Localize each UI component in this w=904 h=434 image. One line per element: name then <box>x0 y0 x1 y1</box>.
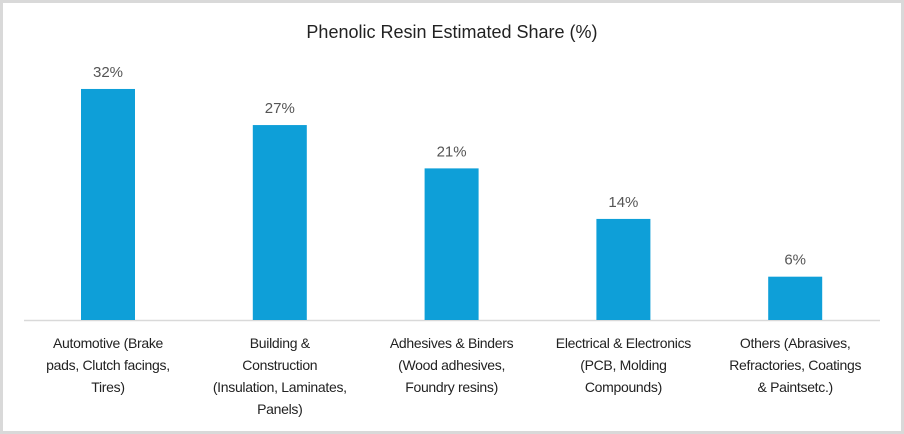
data-label: 32% <box>93 64 123 81</box>
category-label: Building & <box>250 335 311 351</box>
bar <box>252 125 307 320</box>
data-label: 14% <box>608 194 638 211</box>
bar <box>424 168 479 320</box>
category-label: pads, Clutch facings, <box>46 357 170 373</box>
category-label: Panels) <box>257 401 302 417</box>
bar <box>768 276 823 320</box>
category-label: Foundry resins) <box>405 379 498 395</box>
category-label: Construction <box>242 357 317 373</box>
category-label: Others (Abrasives, <box>740 335 851 351</box>
data-label: 6% <box>784 252 806 269</box>
category-label: Tires) <box>91 379 124 395</box>
category-label: Automotive (Brake <box>53 335 164 351</box>
bar <box>81 88 135 321</box>
category-label: Compounds) <box>585 379 662 395</box>
bar <box>596 218 651 320</box>
chart-title: Phenolic Resin Estimated Share (%) <box>306 22 597 42</box>
category-label: Adhesives & Binders <box>390 335 514 351</box>
category-label: Refractories, Coatings <box>729 357 861 373</box>
data-label: 27% <box>265 100 295 117</box>
category-label: Electrical & Electronics <box>556 335 691 351</box>
category-label: (Insulation, Laminates, <box>213 379 347 395</box>
category-label: (Wood adhesives, <box>398 357 505 373</box>
category-label: & Paintsetc.) <box>757 379 832 395</box>
data-label: 21% <box>437 143 467 160</box>
category-label: (PCB, Molding <box>580 357 666 373</box>
